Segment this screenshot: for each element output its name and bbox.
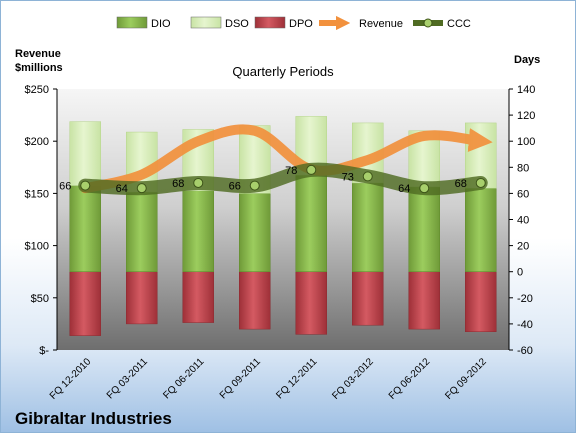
- ccc-data-label: 64: [116, 183, 128, 195]
- right-tick-label: -20: [517, 293, 533, 305]
- ccc-point: [193, 177, 204, 188]
- left-tick-label: $50: [31, 293, 49, 305]
- bar-dpo: [465, 271, 497, 332]
- right-tick-label: 140: [517, 84, 535, 96]
- bar-dio: [182, 190, 214, 272]
- ccc-data-label: 73: [342, 171, 354, 183]
- category-label: FQ 06-2011: [161, 356, 206, 401]
- legend-label-revenue: Revenue: [359, 18, 403, 30]
- legend-label-dpo: DPO: [289, 18, 313, 30]
- category-label: FQ 09-2012: [443, 356, 489, 402]
- category-label: FQ 06-2012: [387, 356, 433, 402]
- right-tick-label: -60: [517, 345, 533, 357]
- ccc-point: [80, 180, 91, 191]
- right-tick-label: 0: [517, 267, 523, 279]
- right-tick-label: 60: [517, 188, 529, 200]
- ccc-data-label: 66: [229, 181, 241, 193]
- bar-dpo: [352, 271, 384, 326]
- bar-dpo: [126, 271, 158, 325]
- bar-dso: [69, 121, 101, 186]
- right-tick-label: 100: [517, 136, 535, 148]
- revenue-line: [80, 124, 493, 194]
- left-tick-label: $200: [25, 136, 49, 148]
- right-tick-label: 40: [517, 215, 529, 227]
- left-tick-label: $250: [25, 84, 49, 96]
- bar-dio: [126, 191, 158, 272]
- ccc-data-label: 64: [398, 183, 410, 195]
- legend-label-dio: DIO: [151, 18, 171, 30]
- legend-label-dso: DSO: [225, 18, 249, 30]
- legend-swatch-dpo: [254, 16, 286, 29]
- ccc-data-label: 68: [455, 178, 467, 190]
- ccc-data-label: 68: [172, 178, 184, 190]
- ccc-point: [419, 183, 430, 194]
- right-tick-label: 80: [517, 162, 529, 174]
- ccc-point: [306, 164, 317, 175]
- bar-dio: [408, 186, 440, 272]
- chart-subtitle: Quarterly Periods: [232, 64, 334, 79]
- left-tick-label: $150: [25, 188, 49, 200]
- category-label: FQ 03-2012: [330, 356, 376, 402]
- ccc-point: [475, 177, 486, 188]
- legend-swatch-dio: [116, 16, 148, 29]
- left-axis-title-line2: $millions: [15, 62, 63, 74]
- right-tick-label: 120: [517, 110, 535, 122]
- ccc-point: [136, 183, 147, 194]
- legend-swatch-dso: [190, 16, 222, 29]
- bar-dio: [295, 174, 327, 272]
- right-tick-label: -40: [517, 319, 533, 331]
- bar-dpo: [69, 271, 101, 336]
- bar-dpo: [408, 271, 440, 330]
- bar-dpo: [182, 271, 214, 323]
- company-title: Gibraltar Industries: [15, 409, 172, 428]
- left-tick-label: $-: [39, 345, 49, 357]
- ccc-point: [249, 180, 260, 191]
- bar-dio: [465, 187, 497, 272]
- category-label: FQ 12-2010: [48, 356, 94, 402]
- left-tick-label: $100: [25, 241, 49, 253]
- bar-dio: [239, 193, 271, 272]
- bar-dio: [69, 185, 101, 272]
- bar-dpo: [239, 271, 271, 330]
- category-label: FQ 12-2011: [274, 356, 319, 401]
- legend-swatch-ccc-dot: [423, 18, 433, 28]
- bar-dio: [352, 182, 384, 272]
- category-label: FQ 03-2011: [105, 356, 150, 401]
- bar-dpo: [295, 271, 327, 335]
- legend-label-ccc: CCC: [447, 18, 471, 30]
- ccc-data-label: 66: [59, 181, 71, 193]
- right-tick-label: 20: [517, 241, 529, 253]
- ccc-point: [362, 171, 373, 182]
- ccc-data-label: 78: [285, 165, 297, 177]
- category-label: FQ 09-2011: [218, 356, 263, 401]
- right-axis-title: Days: [514, 54, 540, 66]
- plot-area: [57, 89, 509, 350]
- left-axis-title-line1: Revenue: [15, 48, 61, 60]
